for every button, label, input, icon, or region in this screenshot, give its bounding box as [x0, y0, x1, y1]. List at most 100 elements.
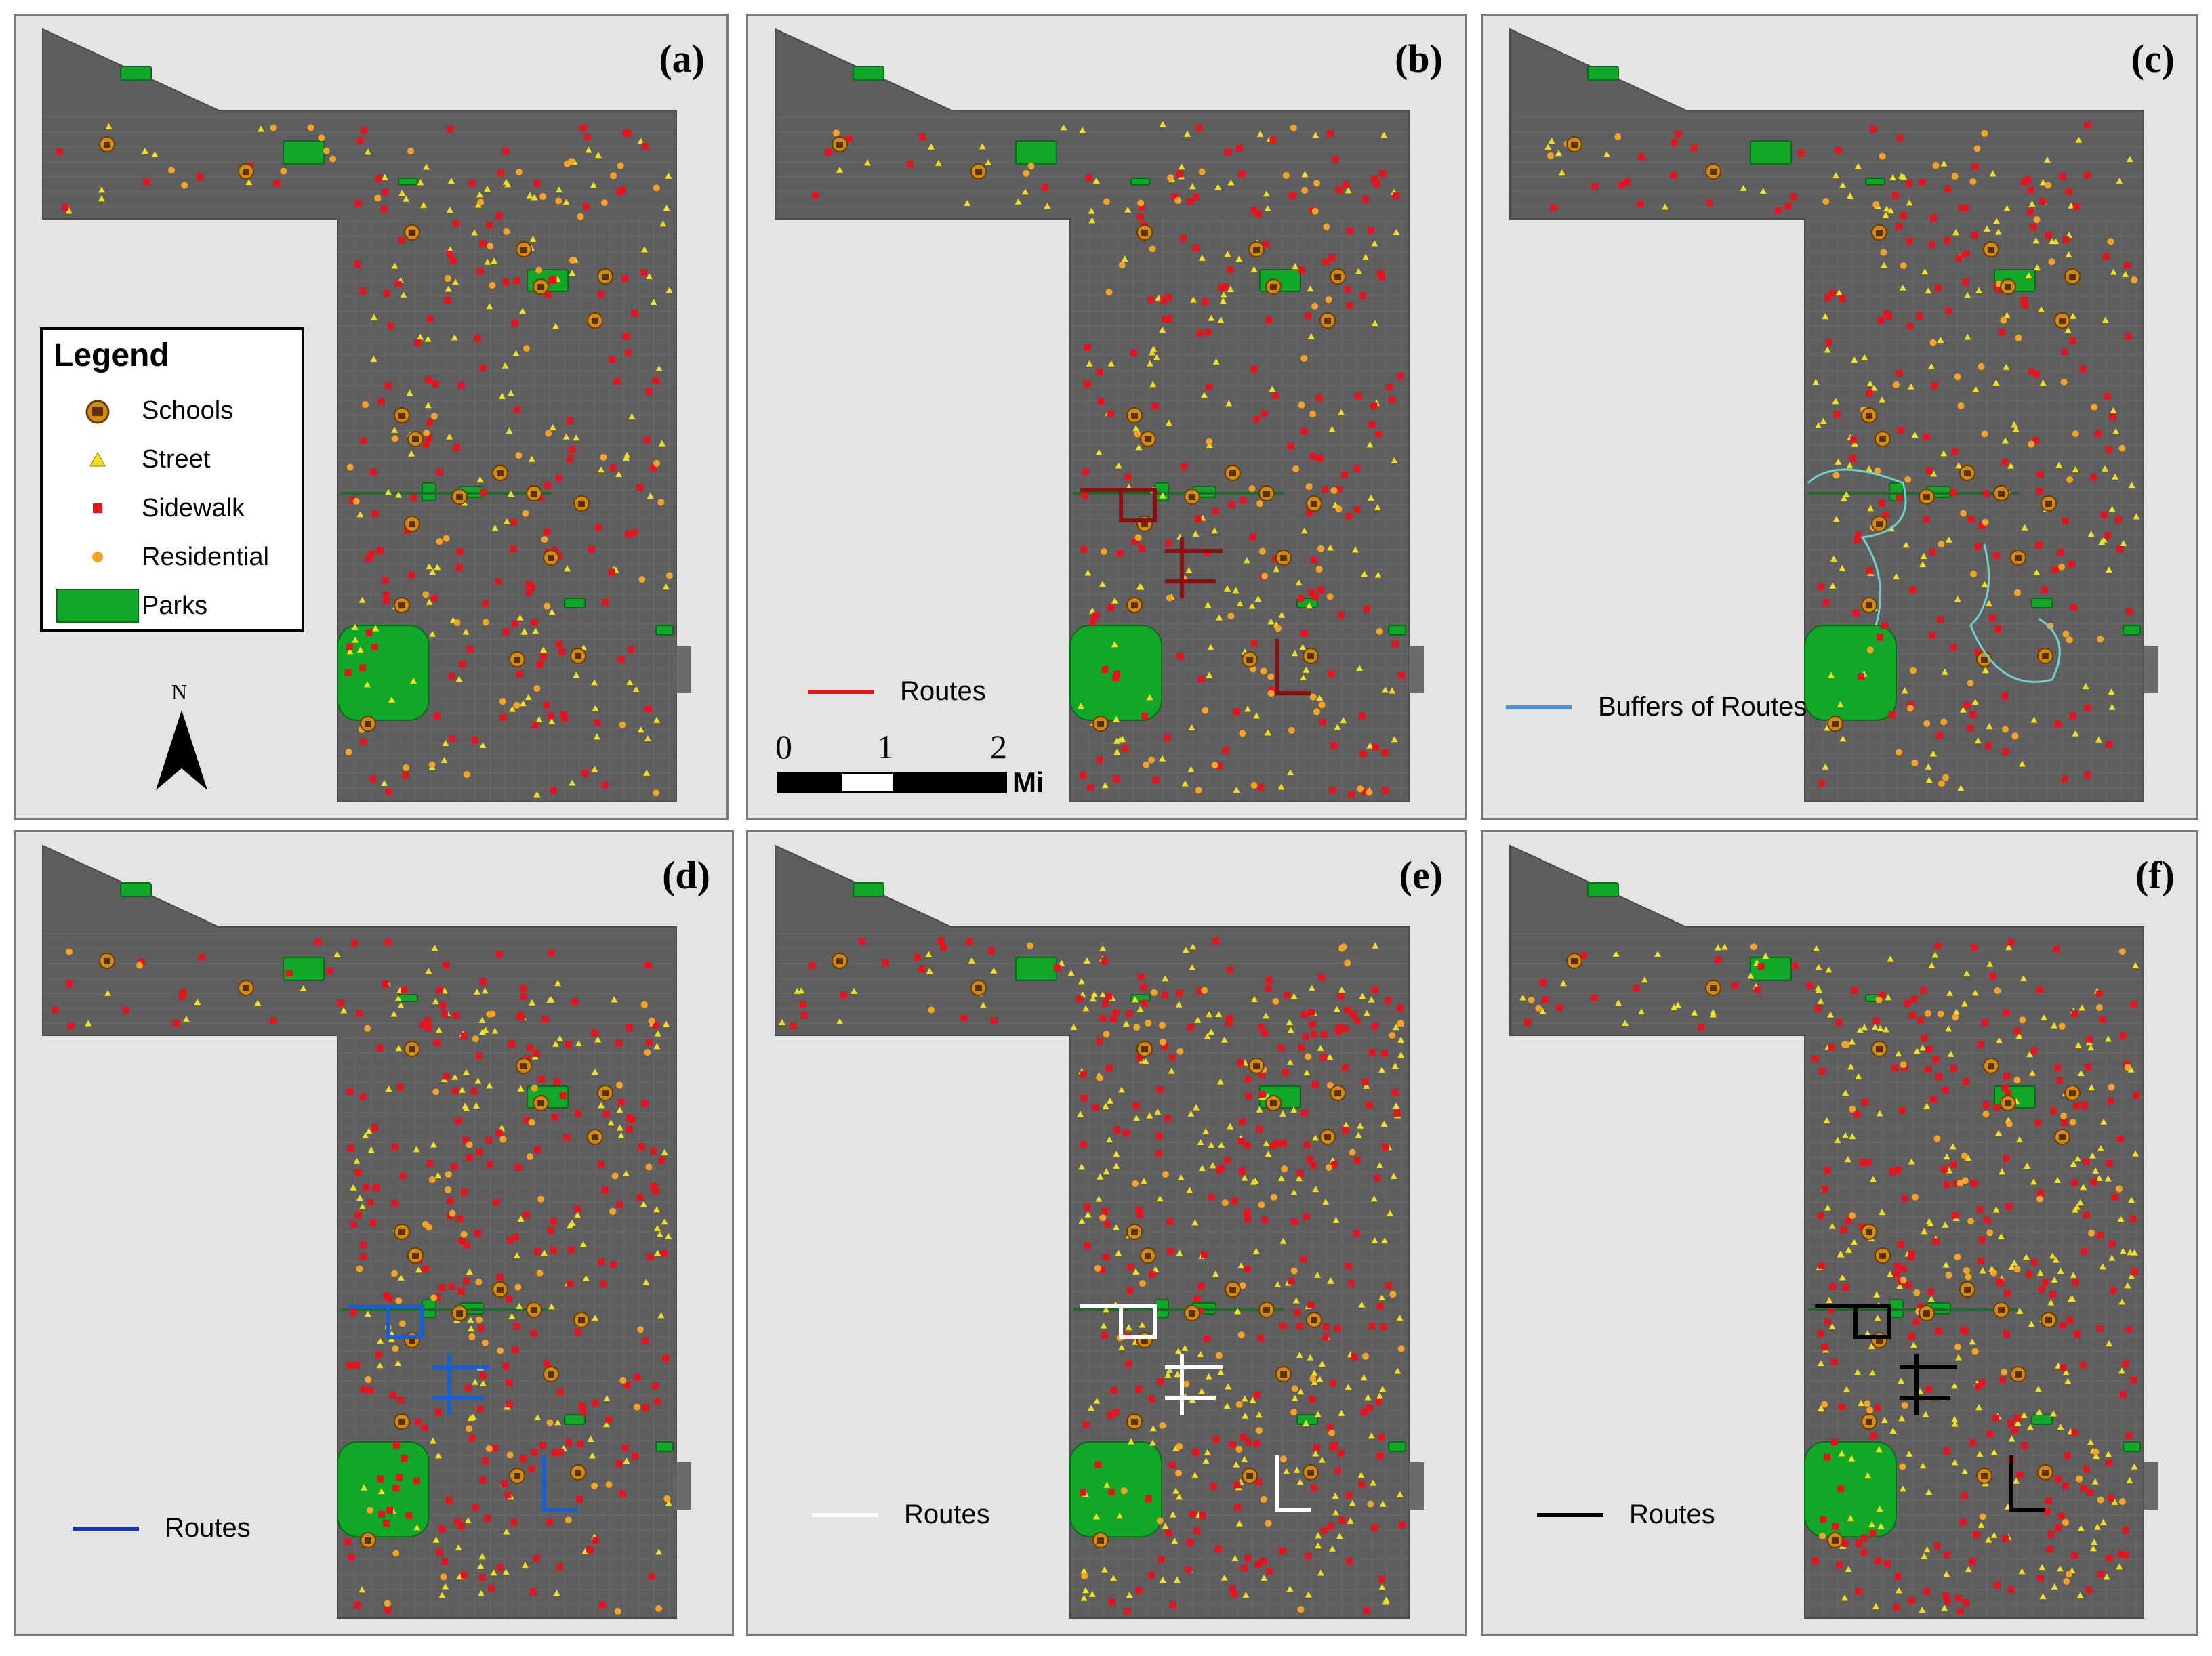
- residential-point: [1367, 1500, 1374, 1508]
- street-point: [2074, 1155, 2081, 1162]
- sidewalk-point: [424, 375, 432, 383]
- street-point: [1211, 527, 1218, 534]
- street-point: [350, 1184, 357, 1191]
- street-point: [1825, 966, 1832, 973]
- street-point: [1286, 1586, 1294, 1592]
- sidewalk-point: [2086, 1489, 2093, 1497]
- sidewalk-point: [1082, 468, 1089, 476]
- street-point: [390, 1010, 398, 1017]
- sidewalk-point: [594, 524, 602, 531]
- street-point: [2005, 944, 2013, 951]
- street-point: [1992, 379, 2000, 386]
- street-point: [1231, 1555, 1239, 1562]
- sidewalk-point: [1340, 471, 1348, 478]
- sidewalk-point: [384, 938, 391, 946]
- street-point: [1113, 1151, 1120, 1157]
- sidewalk-point: [1085, 174, 1092, 182]
- street-point: [1842, 1132, 1849, 1138]
- residential-point: [1275, 625, 1282, 632]
- street-point: [2076, 1199, 2084, 1205]
- street-point: [1919, 1606, 1926, 1613]
- sidewalk-point: [2072, 203, 2080, 211]
- sidewalk-point: [455, 564, 463, 571]
- sidewalk-point: [550, 1247, 557, 1254]
- street-point: [2132, 1150, 2139, 1157]
- sidewalk-point: [2001, 458, 2009, 465]
- street-point: [591, 1069, 598, 1075]
- school-icon: [970, 980, 987, 996]
- residential-point: [307, 124, 314, 131]
- residential-point: [2076, 1475, 2083, 1483]
- street-point: [438, 1592, 446, 1598]
- sidewalk-point: [1189, 1510, 1197, 1518]
- street-point: [1889, 1427, 1897, 1434]
- street-point: [2082, 683, 2089, 690]
- sidewalk-point: [808, 961, 816, 969]
- street-point: [1194, 1016, 1202, 1023]
- street-point: [1876, 1110, 1883, 1117]
- residential-point: [1366, 789, 1373, 796]
- street-point: [1278, 611, 1286, 618]
- residential-point: [1166, 594, 1173, 602]
- sidewalk-point: [1164, 294, 1172, 302]
- street-point: [1115, 462, 1122, 469]
- sidewalk-point: [1354, 392, 1361, 399]
- sidewalk-point: [1370, 402, 1378, 410]
- street-point: [1843, 1386, 1850, 1392]
- street-point: [2122, 270, 2129, 277]
- street-point: [1159, 492, 1166, 499]
- street-point: [1100, 1322, 1107, 1329]
- sidewalk-point: [1327, 1523, 1334, 1530]
- street-point: [607, 1119, 615, 1126]
- residential-point: [2092, 1448, 2100, 1455]
- sidewalk-point: [371, 644, 379, 651]
- street-point: [376, 1362, 384, 1369]
- sidewalk-point: [1317, 586, 1325, 594]
- sidewalk-point: [2071, 1010, 2078, 1018]
- sidewalk-point: [2054, 1064, 2062, 1071]
- street-point: [552, 1040, 560, 1047]
- sidewalk-point: [1376, 1452, 1384, 1460]
- sidewalk-point: [512, 1233, 520, 1241]
- sidewalk-point: [990, 1016, 998, 1024]
- street-point: [194, 999, 201, 1006]
- residential-point: [514, 1283, 522, 1291]
- sidewalk-point: [1754, 986, 1761, 993]
- street-point: [385, 489, 392, 495]
- sidewalk-point: [2090, 1178, 2097, 1186]
- route-line-swatch: [808, 689, 874, 694]
- street-point: [1559, 980, 1567, 987]
- street-point: [2118, 1367, 2125, 1374]
- sidewalk-point: [2032, 436, 2039, 444]
- street-point: [1868, 1343, 1875, 1350]
- street-point: [1847, 192, 1854, 199]
- residential-point: [280, 167, 287, 175]
- sidewalk-point: [377, 1475, 384, 1483]
- sidewalk-point: [2085, 1586, 2093, 1593]
- sidewalk-point: [1196, 329, 1204, 337]
- street-point: [548, 608, 556, 615]
- residential-point: [1924, 1010, 1931, 1017]
- residential-point: [1081, 1572, 1088, 1579]
- residential-point: [539, 193, 547, 201]
- route-line: [1900, 1354, 1957, 1415]
- sidewalk-point: [1618, 182, 1625, 189]
- sidewalk-point: [1363, 606, 1370, 613]
- street-point: [1963, 970, 1971, 976]
- street-point: [420, 201, 428, 208]
- sidewalk-point: [557, 1449, 565, 1456]
- residential-point: [1750, 943, 1757, 951]
- street-point: [528, 455, 535, 462]
- sidewalk-point: [445, 1496, 453, 1504]
- sidewalk-point: [2105, 1459, 2112, 1466]
- park: [2123, 625, 2141, 636]
- residential-point: [2131, 276, 2138, 284]
- street-point: [2102, 316, 2109, 323]
- sidewalk-point: [553, 1079, 560, 1086]
- street-point: [394, 995, 402, 1001]
- residential-point: [2116, 1185, 2123, 1193]
- sidewalk-point: [2070, 712, 2077, 720]
- sidewalk-point: [463, 1241, 470, 1249]
- residential-point: [2013, 589, 2021, 596]
- sidewalk-point: [456, 547, 464, 555]
